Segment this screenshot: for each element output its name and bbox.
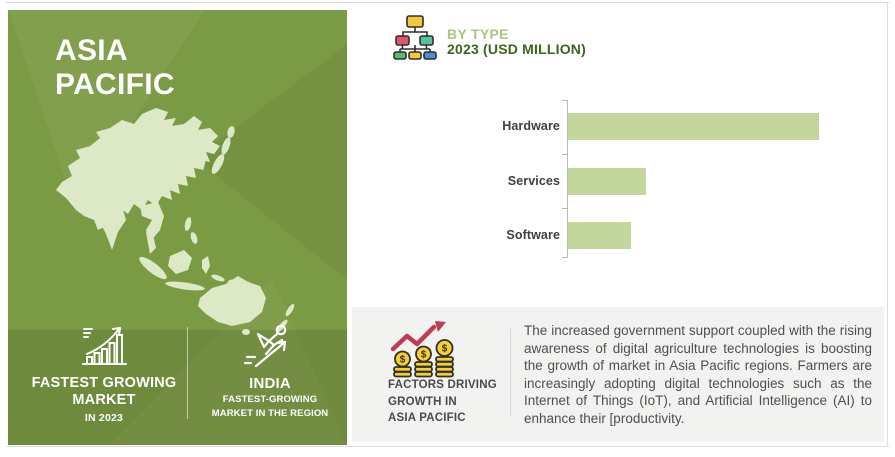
svg-text:$: $ <box>442 344 448 355</box>
stat-sublabel: MARKET IN THE REGION <box>211 408 329 419</box>
axis-tick <box>562 100 567 101</box>
bar <box>568 167 646 195</box>
factors-heading: FACTORS DRIVING GROWTH IN ASIA PACIFIC <box>388 377 497 427</box>
region-title-line2: PACIFIC <box>55 68 175 101</box>
factors-heading-line2: GROWTH IN <box>388 395 457 408</box>
factors-paragraph: The increased government support coupled… <box>524 323 872 426</box>
chart-row: Software <box>460 222 890 249</box>
region-title: ASIA PACIFIC <box>55 34 175 102</box>
factors-heading-line1: FACTORS DRIVING <box>388 379 497 391</box>
svg-text:$: $ <box>421 350 427 361</box>
bar <box>568 222 631 249</box>
factors-panel: $ $ $ FACTORS DRIVING GROWTH IN ASIA PAC… <box>352 307 884 442</box>
stat-label: INDIA <box>249 375 291 392</box>
asia-pacific-map-svg <box>56 108 295 335</box>
panel-bottom-shade <box>8 330 347 445</box>
flying-person-icon <box>243 321 297 371</box>
stat-label: FASTEST GROWING <box>31 375 177 391</box>
org-chart-icon <box>393 14 437 60</box>
growth-chart-icon <box>79 321 129 371</box>
axis-tick <box>562 208 567 209</box>
coins-growth-icon: $ $ $ <box>386 318 460 378</box>
region-panel: ASIA PACIFIC <box>8 10 347 445</box>
frame-border-top <box>6 2 889 3</box>
bar <box>568 113 819 140</box>
chart-row: Hardware <box>460 113 890 140</box>
asia-pacific-map <box>22 98 342 348</box>
region-stats: FASTEST GROWING MARKET IN 2023 <box>8 321 347 431</box>
axis-tick <box>562 154 567 155</box>
region-title-line1: ASIA <box>55 34 128 67</box>
factors-heading-line3: ASIA PACIFIC <box>388 412 466 424</box>
bar-chart: Hardware Services Software <box>460 100 890 260</box>
chart-subtitle: 2023 (USD MILLION) <box>447 41 586 57</box>
stat-label: MARKET <box>72 392 136 408</box>
bar-label: Services <box>507 173 560 188</box>
stat-india: INDIA FASTEST-GROWING MARKET IN THE REGI… <box>198 321 342 420</box>
chart-row: Services <box>460 167 890 195</box>
stat-fastest-growing-market: FASTEST GROWING MARKET IN 2023 <box>22 321 186 424</box>
bar-label: Hardware <box>502 119 560 133</box>
svg-text:$: $ <box>400 355 406 366</box>
frame-border-bottom <box>6 446 889 447</box>
bar-label: Software <box>506 228 560 242</box>
stat-sublabel: IN 2023 <box>84 412 124 424</box>
frame-border-right <box>887 2 888 447</box>
chart-title: BY TYPE <box>447 26 509 42</box>
axis-tick <box>562 257 567 258</box>
factors-divider <box>510 329 511 417</box>
stats-divider <box>187 327 188 419</box>
chart-y-axis <box>567 100 568 258</box>
stat-sublabel: FASTEST-GROWING <box>222 394 318 405</box>
